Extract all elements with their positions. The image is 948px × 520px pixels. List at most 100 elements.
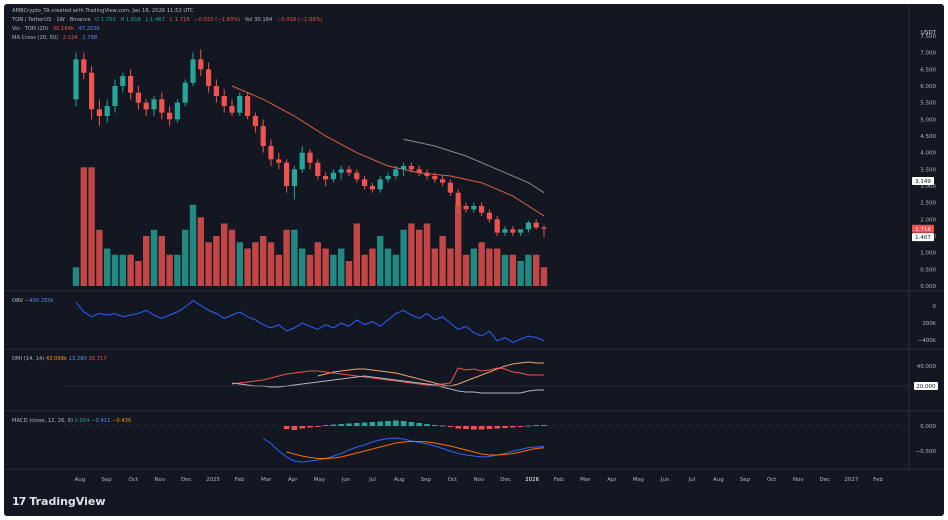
macd-hist-bar	[408, 422, 415, 426]
time-axis-label: Mar	[261, 477, 272, 483]
volume-bar	[252, 242, 259, 286]
volume-bar	[306, 254, 314, 286]
macd-hist-bar	[385, 421, 391, 426]
volume-bar	[439, 236, 446, 286]
dmi-plus-value: 30.717	[88, 356, 107, 362]
volume-bar	[291, 229, 298, 286]
volume-bar	[275, 254, 282, 286]
macd-hist-bar	[393, 420, 399, 426]
candle-body	[479, 206, 485, 213]
volume-bar	[72, 267, 80, 286]
candle-body	[525, 222, 531, 230]
ma-slow-value: 1.798	[82, 35, 98, 41]
volume-bar	[470, 248, 477, 286]
candle-body	[174, 102, 180, 120]
volume-bar	[166, 254, 173, 286]
candle-body	[237, 96, 243, 113]
time-axis-label: 2027	[844, 477, 858, 483]
candle-body	[151, 99, 157, 110]
candle-body	[338, 169, 344, 173]
price-tag	[912, 233, 934, 242]
ohlc-open: O 1.750	[95, 17, 116, 23]
volume-bar	[462, 254, 470, 286]
volume-bar	[447, 248, 454, 286]
vol-legend[interactable]: Vol · TON (20) 30.184k 47.203k	[12, 26, 103, 32]
volume-bar	[377, 236, 384, 286]
price-axis-label: 1.000	[920, 251, 936, 257]
obv-title: OBV	[12, 298, 24, 304]
macd-hist-bar	[463, 426, 469, 429]
volume-bar	[353, 223, 360, 286]
volume-bar	[111, 254, 119, 286]
volume-bar	[104, 248, 111, 286]
volume-bar	[455, 204, 462, 286]
macd-hist-bar	[322, 425, 329, 426]
obv-legend[interactable]: OBV −400.255k	[12, 298, 54, 304]
macd-title: MACD (close, 12, 26, 9)	[12, 418, 74, 424]
macd-hist-bar	[494, 426, 500, 429]
vol-legend-value: 30.184k	[52, 26, 74, 32]
volume-bar	[189, 204, 197, 286]
price-axis-label: 5.500	[920, 101, 936, 107]
macd-hist-bar	[502, 426, 508, 428]
time-axis-label: Sep	[421, 477, 432, 483]
macd-line-value: −0.411	[91, 418, 111, 424]
macd-legend[interactable]: MACD (close, 12, 26, 9) 0.024 −0.411 −0.…	[12, 418, 131, 424]
dmi-legend[interactable]: DMI (14, 14) 43.099k 13.280 30.717	[12, 356, 107, 362]
time-axis-label: Feb	[873, 477, 883, 483]
time-axis-label: Jun	[341, 477, 351, 483]
tradingview-logo[interactable]: 17 TradingView	[12, 495, 106, 508]
volume-bar	[221, 223, 228, 286]
chart-frame: USDT 7.500 7.000 6.500 6.000 5.500 5.000 4.500 4…	[4, 4, 944, 516]
volume-bar	[486, 248, 493, 286]
price-axis-label: 0.500	[920, 267, 936, 273]
dmi-axis-label: 40.000	[917, 364, 937, 370]
volume-bar	[80, 167, 87, 286]
candle-body	[190, 59, 196, 83]
price-axis-label: 4.000	[920, 151, 936, 157]
price-axis-label: 7.500	[920, 34, 936, 40]
volume-bar	[494, 248, 501, 286]
candle-body	[393, 169, 399, 176]
candle-body	[159, 99, 165, 113]
candle-body	[518, 229, 524, 233]
price-axis-label: 7.000	[920, 51, 936, 57]
macd-hist-bar	[307, 426, 313, 428]
candle-body	[440, 179, 446, 183]
ma-cross-legend[interactable]: MA Cross (20, 50) 2.124 1.798	[12, 35, 100, 41]
volume-bar	[267, 242, 275, 286]
macd-hist-bar	[432, 425, 438, 426]
volume-bar	[143, 236, 150, 286]
obv-axis-label: 0	[933, 304, 937, 310]
price-tag-label: 1.716	[915, 227, 931, 233]
price-tag-label: 3.149	[915, 179, 931, 185]
time-axis-label: Oct	[448, 477, 458, 483]
volume-bar	[127, 254, 134, 286]
volume-bar	[525, 254, 532, 286]
time-axis-label: Feb	[554, 477, 564, 483]
symbol-name[interactable]: TON / TetherUS · 1W · Binance	[12, 17, 91, 23]
dmi-title: DMI (14, 14)	[12, 356, 45, 362]
macd-hist-bar	[377, 421, 383, 426]
tradingview-mark-icon: 17	[12, 495, 26, 508]
volume-bar	[260, 236, 267, 286]
macd-hist-bar	[439, 425, 446, 427]
candle-body	[369, 186, 375, 190]
price-axis-label: 2.000	[920, 217, 936, 223]
candle-body	[494, 219, 500, 233]
volume-bar	[509, 254, 516, 286]
candle-body	[260, 126, 266, 146]
volume-bar	[158, 236, 165, 286]
volume-bar	[431, 248, 438, 286]
candle-body	[268, 146, 274, 160]
volume-bar	[182, 229, 189, 286]
header-vol-change: −0.019 (−1.08%)	[276, 17, 323, 23]
time-axis-label: Jul	[368, 477, 376, 483]
price-axis-label: 6.500	[920, 67, 936, 73]
candle-body	[299, 152, 305, 170]
ma-slow-line	[403, 138, 545, 194]
time-axis-label: Nov	[793, 477, 804, 483]
macd-signal-value: −0.435	[112, 418, 132, 424]
time-axis-label: Aug	[713, 477, 724, 483]
